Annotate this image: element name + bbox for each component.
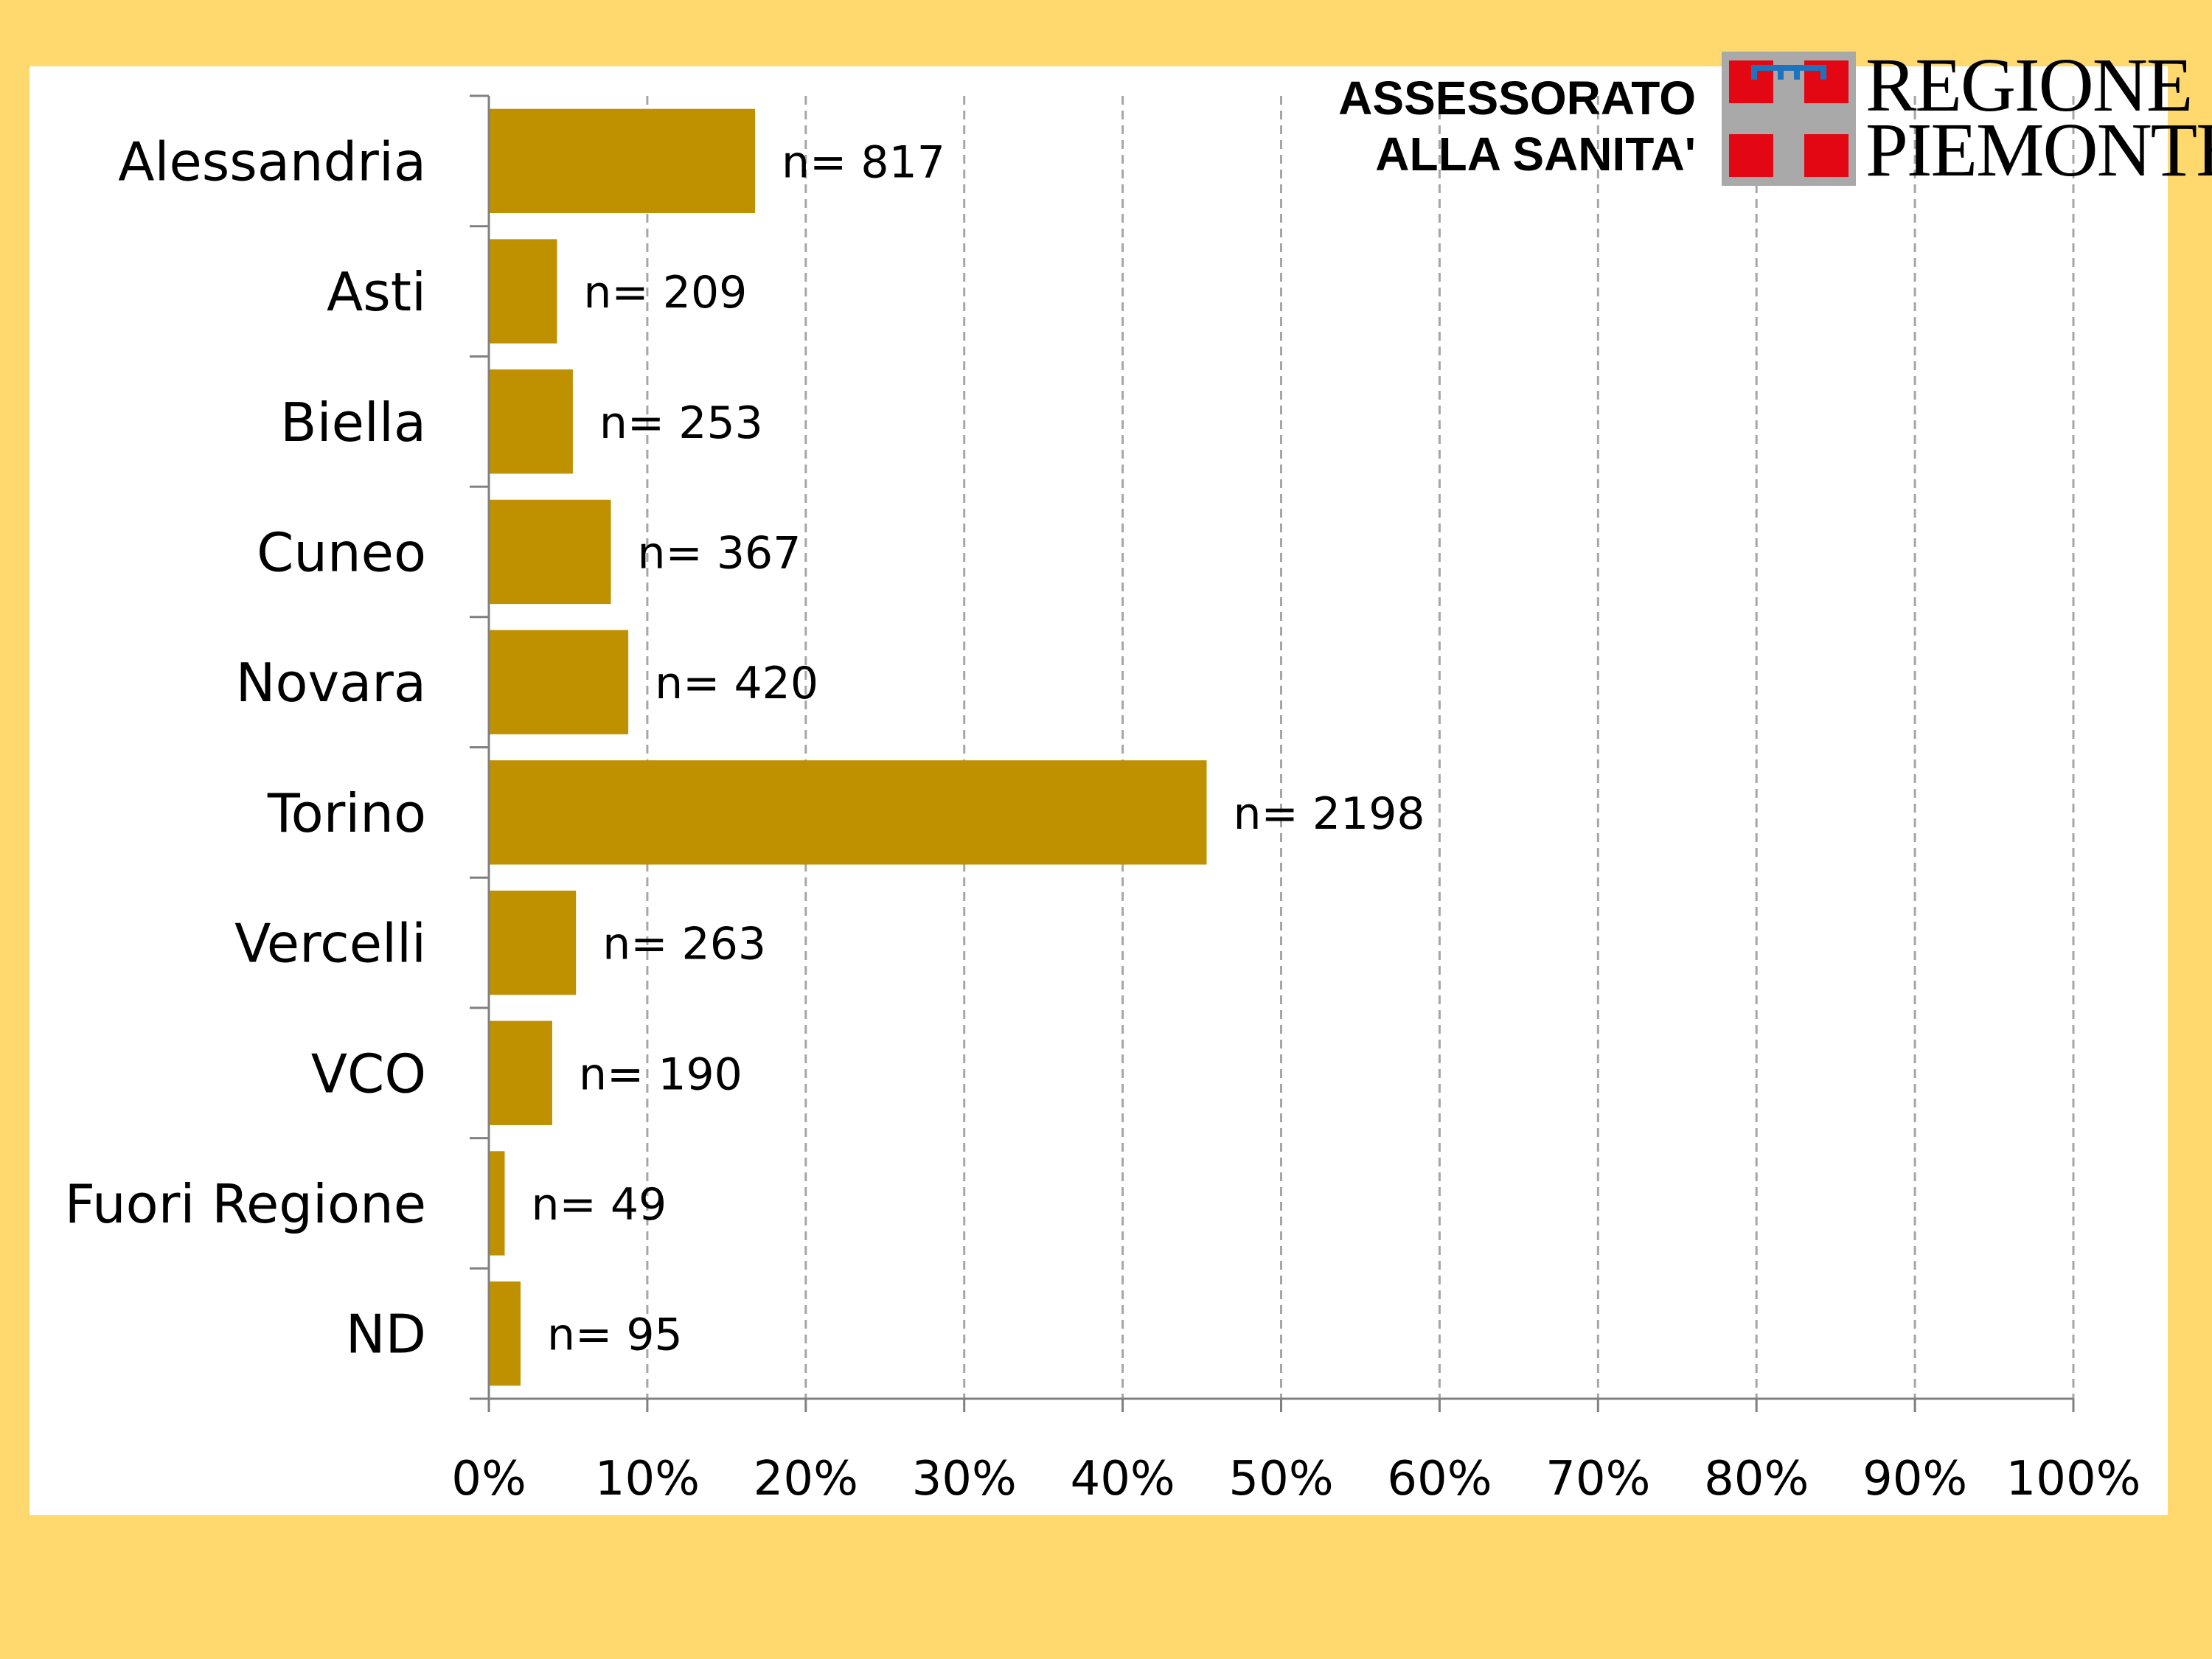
bar-torino — [489, 760, 1207, 865]
category-label-asti: Asti — [327, 261, 426, 323]
category-label-vco: VCO — [311, 1043, 426, 1105]
data-label-alessandria: n= 817 — [782, 136, 945, 188]
x-tick-label-0: 0% — [451, 1452, 526, 1506]
x-tick-label-100: 100% — [2006, 1452, 2141, 1506]
data-label-cuneo: n= 367 — [637, 527, 801, 579]
category-label-alessandria: Alessandria — [118, 131, 426, 192]
logo-line-2: PIEMONTE — [1865, 108, 2212, 192]
bar-nd — [489, 1281, 521, 1386]
x-tick-label-10: 10% — [595, 1452, 700, 1506]
data-label-novara: n= 420 — [655, 658, 818, 709]
bar-cuneo — [489, 499, 611, 605]
category-label-cuneo: Cuneo — [257, 521, 426, 583]
header-line-1: ASSESSORATO — [1338, 72, 1696, 125]
data-label-fuori-regione: n= 49 — [531, 1179, 667, 1231]
logo-line-1: REGIONE — [1865, 43, 2193, 128]
data-label-nd: n= 95 — [547, 1310, 683, 1361]
bar-vco — [489, 1020, 552, 1125]
x-tick-label-90: 90% — [1863, 1452, 1967, 1506]
data-label-vco: n= 190 — [579, 1048, 742, 1100]
data-label-vercelli: n= 263 — [602, 919, 766, 970]
x-tick-label-80: 80% — [1704, 1452, 1809, 1506]
x-tick-label-40: 40% — [1070, 1452, 1175, 1506]
x-tick-label-20: 20% — [754, 1452, 858, 1506]
bar-alessandria — [489, 108, 756, 214]
assessorato-header: ASSESSORATO ALLA SANITA' — [1305, 70, 1696, 182]
category-label-nd: ND — [346, 1304, 426, 1366]
bar-asti — [489, 239, 557, 344]
bar-biella — [489, 369, 573, 474]
category-label-novara: Novara — [236, 652, 426, 714]
header-line-2: ALLA SANITA' — [1375, 128, 1696, 181]
x-tick-label-30: 30% — [912, 1452, 1017, 1506]
regione-piemonte-emblem — [1722, 52, 1856, 186]
emblem-cross-icon — [1729, 60, 1848, 177]
data-label-asti: n= 209 — [583, 267, 747, 319]
data-label-biella: n= 253 — [599, 397, 763, 449]
x-tick-label-70: 70% — [1545, 1452, 1650, 1506]
data-label-torino: n= 2198 — [1233, 788, 1425, 840]
category-label-torino: Torino — [267, 782, 426, 844]
x-tick-label-50: 50% — [1228, 1452, 1333, 1506]
bar-vercelli — [489, 890, 577, 995]
bar-novara — [489, 630, 629, 734]
regione-piemonte-wordmark: REGIONE PIEMONTE — [1865, 43, 2212, 192]
category-label-biella: Biella — [280, 392, 426, 453]
x-tick-label-60: 60% — [1387, 1452, 1492, 1506]
category-label-fuori-regione: Fuori Regione — [65, 1173, 426, 1235]
bar-fuori-regione — [489, 1151, 505, 1256]
category-label-vercelli: Vercelli — [234, 913, 426, 975]
